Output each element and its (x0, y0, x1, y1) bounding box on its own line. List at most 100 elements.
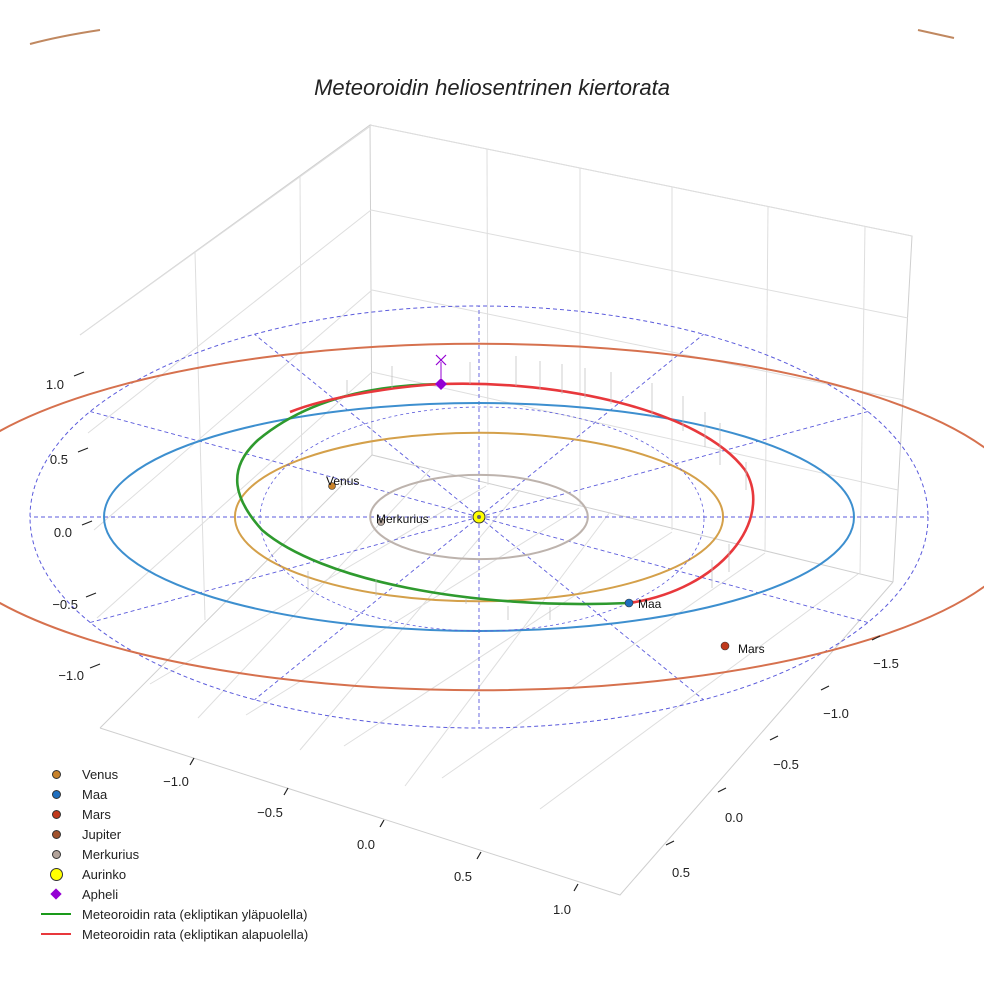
grid-line (299, 175, 303, 521)
z-tick (85, 592, 97, 598)
meteoroid-trajectory (235, 382, 755, 606)
trajectory-below (440, 382, 755, 605)
earth-marker (624, 598, 634, 608)
grid-line (149, 485, 487, 685)
legend-venus-swatch (51, 769, 61, 779)
y-tick (769, 735, 779, 741)
x-tick-label: 1.0 (553, 902, 571, 917)
legend-label: Aurinko (82, 866, 127, 882)
sun-core (477, 515, 481, 519)
grid-line (369, 124, 913, 237)
legend-item: Venus (38, 764, 308, 784)
z-tick-label: 1.0 (46, 377, 64, 392)
x-tick (379, 819, 385, 828)
grid-line (404, 511, 611, 787)
grid-lines (79, 124, 913, 810)
z-tick (81, 520, 93, 526)
legend-label: Venus (82, 766, 119, 782)
mars-label: Mars (738, 642, 765, 656)
legend-item: Mars (38, 804, 308, 824)
axis-ticks (73, 371, 881, 892)
orbit-mars (0, 342, 984, 692)
trajectory-below-tail (289, 382, 442, 414)
legend-label: Maa (82, 786, 108, 802)
legend: Venus Maa Mars Jupiter Merkurius Aurinko… (38, 764, 308, 944)
x-tick-label: 0.0 (357, 837, 375, 852)
jupiter-orbit-arc-right (917, 29, 955, 39)
x-tick (283, 787, 289, 796)
y-tick-label: 0.0 (725, 810, 743, 825)
legend-label: Meteoroidin rata (ekliptikan yläpuolella… (82, 906, 308, 922)
mercury-label: Merkurius (376, 512, 429, 526)
grid-line (93, 289, 373, 531)
planet-orbits (0, 342, 984, 692)
z-tick (73, 371, 85, 377)
jupiter-orbit-arc-left (29, 29, 101, 45)
y-tick-label: −0.5 (773, 757, 799, 772)
legend-mercury-swatch (51, 849, 61, 859)
grid-line (79, 124, 373, 336)
legend-label: Jupiter (82, 826, 122, 842)
legend-aphelion-swatch (50, 888, 62, 900)
grid-line (859, 225, 866, 575)
grid-line (194, 251, 206, 621)
grid-line (371, 289, 905, 401)
z-tick (77, 447, 89, 453)
y-tick (820, 685, 830, 691)
floor-front (99, 581, 894, 896)
legend-jupiter-swatch (51, 829, 61, 839)
legend-earth-swatch (51, 789, 61, 799)
z-tick-label: 0.5 (50, 452, 68, 467)
y-tick (717, 787, 727, 793)
y-tick-label: 0.5 (672, 865, 690, 880)
orbit-earth-dashed (259, 406, 705, 632)
legend-label: Meteoroidin rata (ekliptikan alapuolella… (82, 926, 309, 942)
venus-marker (328, 482, 336, 490)
y-tick-label: −1.5 (873, 656, 899, 671)
legend-item: Jupiter (38, 824, 308, 844)
axes-frame (79, 124, 913, 896)
legend-item: Meteoroidin rata (ekliptikan yläpuolella… (38, 904, 308, 924)
legend-label: Merkurius (82, 846, 140, 862)
orbit-venus (233, 431, 725, 603)
legend-below-swatch (41, 933, 71, 935)
reference-spoke (478, 333, 704, 518)
legend-mars-swatch (51, 809, 61, 819)
aphelion-projection-icon (435, 354, 447, 366)
grid-line (245, 507, 580, 716)
y-tick-label: −1.0 (823, 706, 849, 721)
z-tick-label: 0.0 (54, 525, 72, 540)
legend-sun-swatch (49, 867, 63, 881)
legend-item: Merkurius (38, 844, 308, 864)
reference-spoke (254, 516, 480, 701)
legend-item: Maa (38, 784, 308, 804)
markers (328, 354, 730, 651)
back-floor-edge (371, 454, 894, 583)
grid-line (370, 209, 909, 319)
y-tick (871, 635, 881, 641)
legend-label: Mars (82, 806, 111, 822)
grid-line (299, 489, 521, 751)
z-tick-label: −1.0 (58, 668, 84, 683)
chart-title: Meteoroidin heliosentrinen kiertorata (314, 75, 670, 100)
grid-line (197, 469, 431, 719)
legend-item: Aurinko (38, 864, 308, 884)
legend-item: Apheli (38, 884, 308, 904)
x-tick-label: 0.5 (454, 869, 472, 884)
grid-line (343, 531, 673, 747)
legend-label: Apheli (82, 886, 119, 902)
grid-line (764, 206, 769, 553)
aphelion-marker (435, 378, 447, 390)
x-tick-label: −0.5 (257, 805, 283, 820)
grid-line (486, 148, 489, 486)
x-tick-label: −1.0 (163, 774, 189, 789)
legend-above-swatch (41, 913, 71, 915)
legend-item: Meteoroidin rata (ekliptikan alapuolella… (38, 924, 308, 944)
z-tick-label: −0.5 (52, 597, 78, 612)
grid-line (539, 573, 859, 810)
grid-line (441, 552, 766, 779)
earth-label: Maa (638, 597, 662, 611)
back-wall-left (79, 124, 373, 729)
mercury-marker (377, 518, 385, 526)
